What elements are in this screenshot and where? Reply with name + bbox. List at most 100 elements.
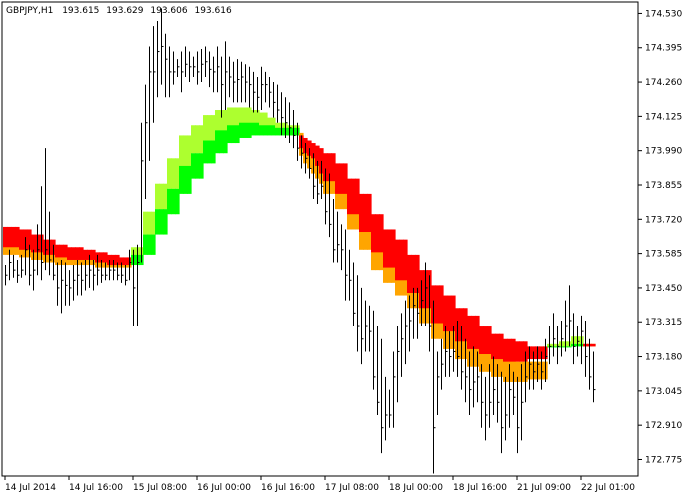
fast-band-segment — [567, 346, 572, 348]
fast-band-segment — [3, 226, 8, 248]
fast-band-segment — [119, 257, 124, 266]
slow-band-segment — [515, 361, 520, 382]
slow-band-segment — [335, 181, 340, 210]
fast-band-segment — [395, 239, 400, 281]
fast-band-segment — [115, 254, 120, 266]
fast-band-segment — [55, 244, 60, 258]
fast-band-segment — [239, 122, 244, 138]
fast-band-segment — [447, 295, 452, 332]
slow-band-segment — [255, 110, 260, 126]
price-bars — [5, 8, 596, 474]
fast-band-segment — [79, 247, 84, 260]
fast-band-segment — [155, 209, 160, 235]
x-tick-label: 21 Jul 09:00 — [517, 483, 571, 493]
y-tick-label: 173.315 — [645, 318, 682, 328]
fast-band-segment — [459, 308, 464, 342]
fast-band-segment — [451, 295, 456, 332]
fast-band-segment — [371, 214, 376, 253]
slow-band-segment — [63, 252, 68, 266]
fast-band-segment — [463, 308, 468, 342]
slow-band-segment — [175, 158, 180, 189]
high-value: 193.629 — [106, 6, 143, 16]
fast-band-segment — [67, 247, 72, 260]
fast-band-segment — [503, 338, 508, 362]
fast-band-segment — [359, 193, 364, 233]
fast-band-segment — [231, 125, 236, 144]
fast-band-segment — [143, 234, 148, 255]
slow-band-segment — [203, 115, 208, 141]
slow-band-segment — [151, 211, 156, 235]
slow-band-segment — [239, 107, 244, 126]
slow-band-segment — [223, 110, 228, 133]
y-tick-label: 173.855 — [645, 181, 682, 191]
slow-band-segment — [379, 239, 384, 271]
y-tick-label: 174.260 — [645, 78, 682, 88]
fast-band-segment — [407, 254, 412, 294]
fast-band-segment — [83, 249, 88, 260]
fast-band-segment — [11, 226, 16, 248]
x-tick-label: 15 Jul 08:00 — [133, 483, 187, 493]
slow-band-segment — [211, 115, 216, 141]
low-value: 193.606 — [150, 6, 187, 16]
fast-band-segment — [387, 229, 392, 268]
fast-band-segment — [223, 130, 228, 154]
x-tick-label: 14 Jul 2014 — [5, 483, 56, 493]
slow-band-segment — [143, 211, 148, 235]
fast-band-segment — [175, 188, 180, 215]
fast-band-segment — [383, 229, 388, 268]
slow-band-segment — [155, 183, 160, 210]
slow-band-segment — [199, 125, 204, 154]
x-tick-label: 14 Jul 16:00 — [69, 483, 123, 493]
slow-band-segment — [339, 181, 344, 210]
fast-band-segment — [203, 140, 208, 164]
fast-band-segment — [195, 153, 200, 179]
fast-band-segment — [403, 239, 408, 281]
fast-band-segment — [63, 244, 68, 258]
fast-band-segment — [511, 338, 516, 362]
price-axis: 174.530 174.395 174.260 174.125 173.990 173.8… — [638, 9, 682, 465]
slow-band-segment — [235, 107, 240, 128]
slow-band-segment — [251, 110, 256, 126]
fast-band-segment — [323, 153, 328, 182]
fast-band-segment — [443, 295, 448, 332]
fast-band-segment — [15, 226, 20, 248]
fast-band-segment — [171, 188, 176, 215]
fast-band-segment — [167, 188, 172, 215]
symbol-label: GBPJPY,H1 — [6, 6, 53, 16]
y-tick-label: 173.180 — [645, 353, 682, 363]
slow-band-segment — [59, 252, 64, 266]
slow-band-segment — [375, 239, 380, 271]
slow-band-segment — [55, 252, 60, 266]
slow-band-segment — [167, 158, 172, 189]
slow-band-segment — [147, 211, 152, 235]
fast-band-segment — [391, 229, 396, 268]
fast-band-segment — [219, 130, 224, 154]
fast-band-segment — [439, 285, 444, 324]
slow-band-segment — [367, 219, 372, 250]
fast-band-segment — [267, 125, 272, 136]
y-tick-label: 172.910 — [645, 421, 682, 431]
y-tick-label: 173.585 — [645, 250, 682, 260]
fast-band-segment — [347, 178, 352, 215]
fast-band-segment — [519, 341, 524, 362]
fast-band-segment — [471, 315, 476, 349]
fast-band-segment — [227, 125, 232, 144]
slow-band-segment — [227, 107, 232, 128]
fast-band-segment — [475, 315, 480, 349]
slow-band-segment — [171, 158, 176, 189]
fast-band-segment — [247, 122, 252, 138]
slow-band-segment — [259, 112, 264, 128]
slow-band-segment — [247, 107, 252, 126]
slow-band-segment — [267, 117, 272, 131]
fast-band-segment — [415, 254, 420, 294]
fast-band-segment — [487, 326, 492, 355]
fast-band-segment — [255, 122, 260, 136]
open-value: 193.615 — [62, 6, 99, 16]
fast-band-segment — [103, 252, 108, 263]
fast-band-segment — [123, 257, 128, 266]
y-tick-label: 172.775 — [645, 455, 682, 465]
fast-band-segment — [147, 234, 152, 255]
fast-band-segment — [215, 130, 220, 154]
fast-band-segment — [363, 193, 368, 233]
